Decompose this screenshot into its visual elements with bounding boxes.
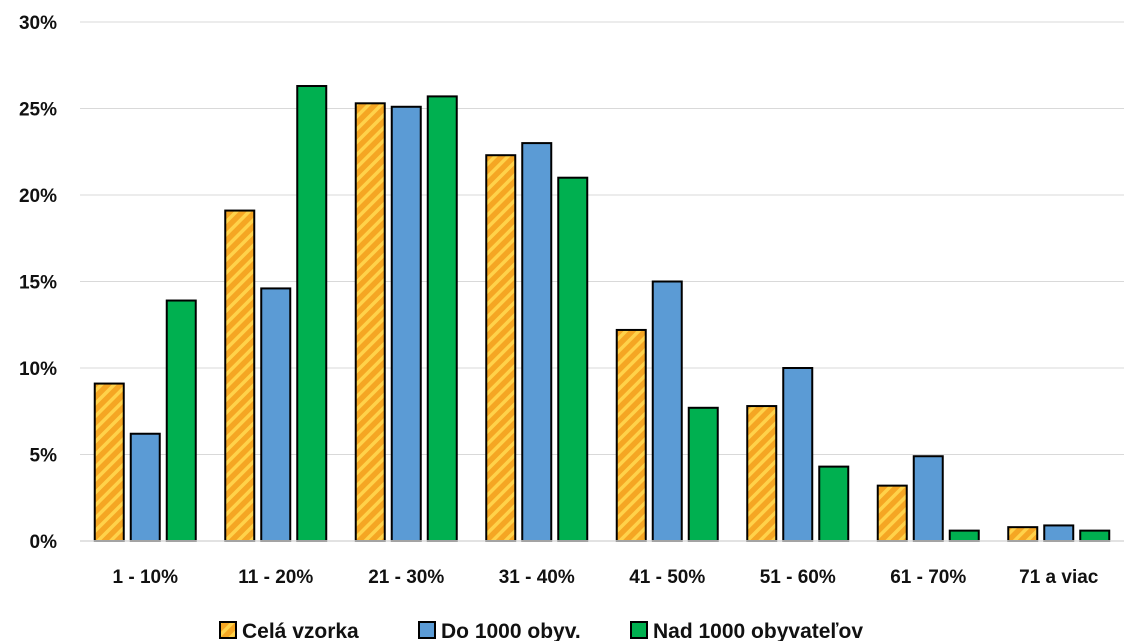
bars xyxy=(93,85,1111,543)
bar-cela-vzorka xyxy=(485,154,517,543)
bar-nad-1000 xyxy=(687,406,719,543)
bar-cela-vzorka xyxy=(1007,526,1039,542)
bar-nad-1000 xyxy=(165,299,197,542)
y-axis-ticks: 0% 5% 10% 15% 20% 25% 30% xyxy=(19,13,57,553)
y-tick-label: 0% xyxy=(30,532,58,553)
legend-swatch xyxy=(219,621,237,639)
bar-do-1000 xyxy=(912,455,944,543)
legend-swatch xyxy=(630,621,648,639)
bar-cela-vzorka xyxy=(746,405,778,542)
bar-do-1000 xyxy=(521,142,553,542)
y-tick-label: 30% xyxy=(19,13,57,34)
y-tick-label: 10% xyxy=(19,359,57,380)
bar-do-1000 xyxy=(129,432,161,542)
bar-nad-1000 xyxy=(1079,529,1111,542)
bar-do-1000 xyxy=(1043,524,1075,542)
legend-swatch xyxy=(418,621,436,639)
y-tick-label: 20% xyxy=(19,186,57,207)
bar-do-1000 xyxy=(390,105,422,543)
bar-nad-1000 xyxy=(426,95,458,542)
legend-label: Do 1000 obyv. xyxy=(441,620,581,641)
x-tick-label: 11 - 20% xyxy=(238,567,313,588)
bar-nad-1000 xyxy=(948,529,980,542)
x-tick-label: 61 - 70% xyxy=(890,567,966,588)
x-tick-label: 41 - 50% xyxy=(629,567,705,588)
x-tick-label: 51 - 60% xyxy=(760,567,836,588)
legend: Celá vzorka Do 1000 obyv. Nad 1000 obyvate… xyxy=(219,620,863,641)
x-tick-label: 31 - 40% xyxy=(499,567,575,588)
bar-nad-1000 xyxy=(296,85,328,542)
bar-do-1000 xyxy=(782,367,814,542)
bar-cela-vzorka xyxy=(354,102,386,542)
x-tick-label: 21 - 30% xyxy=(368,567,444,588)
x-tick-label: 1 - 10% xyxy=(113,567,179,588)
bar-cela-vzorka xyxy=(93,382,125,542)
legend-label: Celá vzorka xyxy=(242,620,359,641)
y-tick-label: 5% xyxy=(30,446,58,467)
x-axis-ticks: 1 - 10% 11 - 20% 21 - 30% 31 - 40% 41 - 50% 5… xyxy=(113,567,1099,588)
bar-do-1000 xyxy=(260,287,292,543)
bar-cela-vzorka xyxy=(615,328,647,542)
bar-cela-vzorka xyxy=(876,484,908,543)
bar-nad-1000 xyxy=(557,176,589,542)
y-tick-label: 25% xyxy=(19,100,57,121)
x-tick-label: 71 a viac xyxy=(1019,567,1099,588)
bar-nad-1000 xyxy=(818,465,850,542)
legend-label: Nad 1000 obyvateľov xyxy=(653,620,863,641)
y-tick-label: 15% xyxy=(19,273,57,294)
bar-do-1000 xyxy=(651,280,683,542)
bar-cela-vzorka xyxy=(224,209,256,542)
